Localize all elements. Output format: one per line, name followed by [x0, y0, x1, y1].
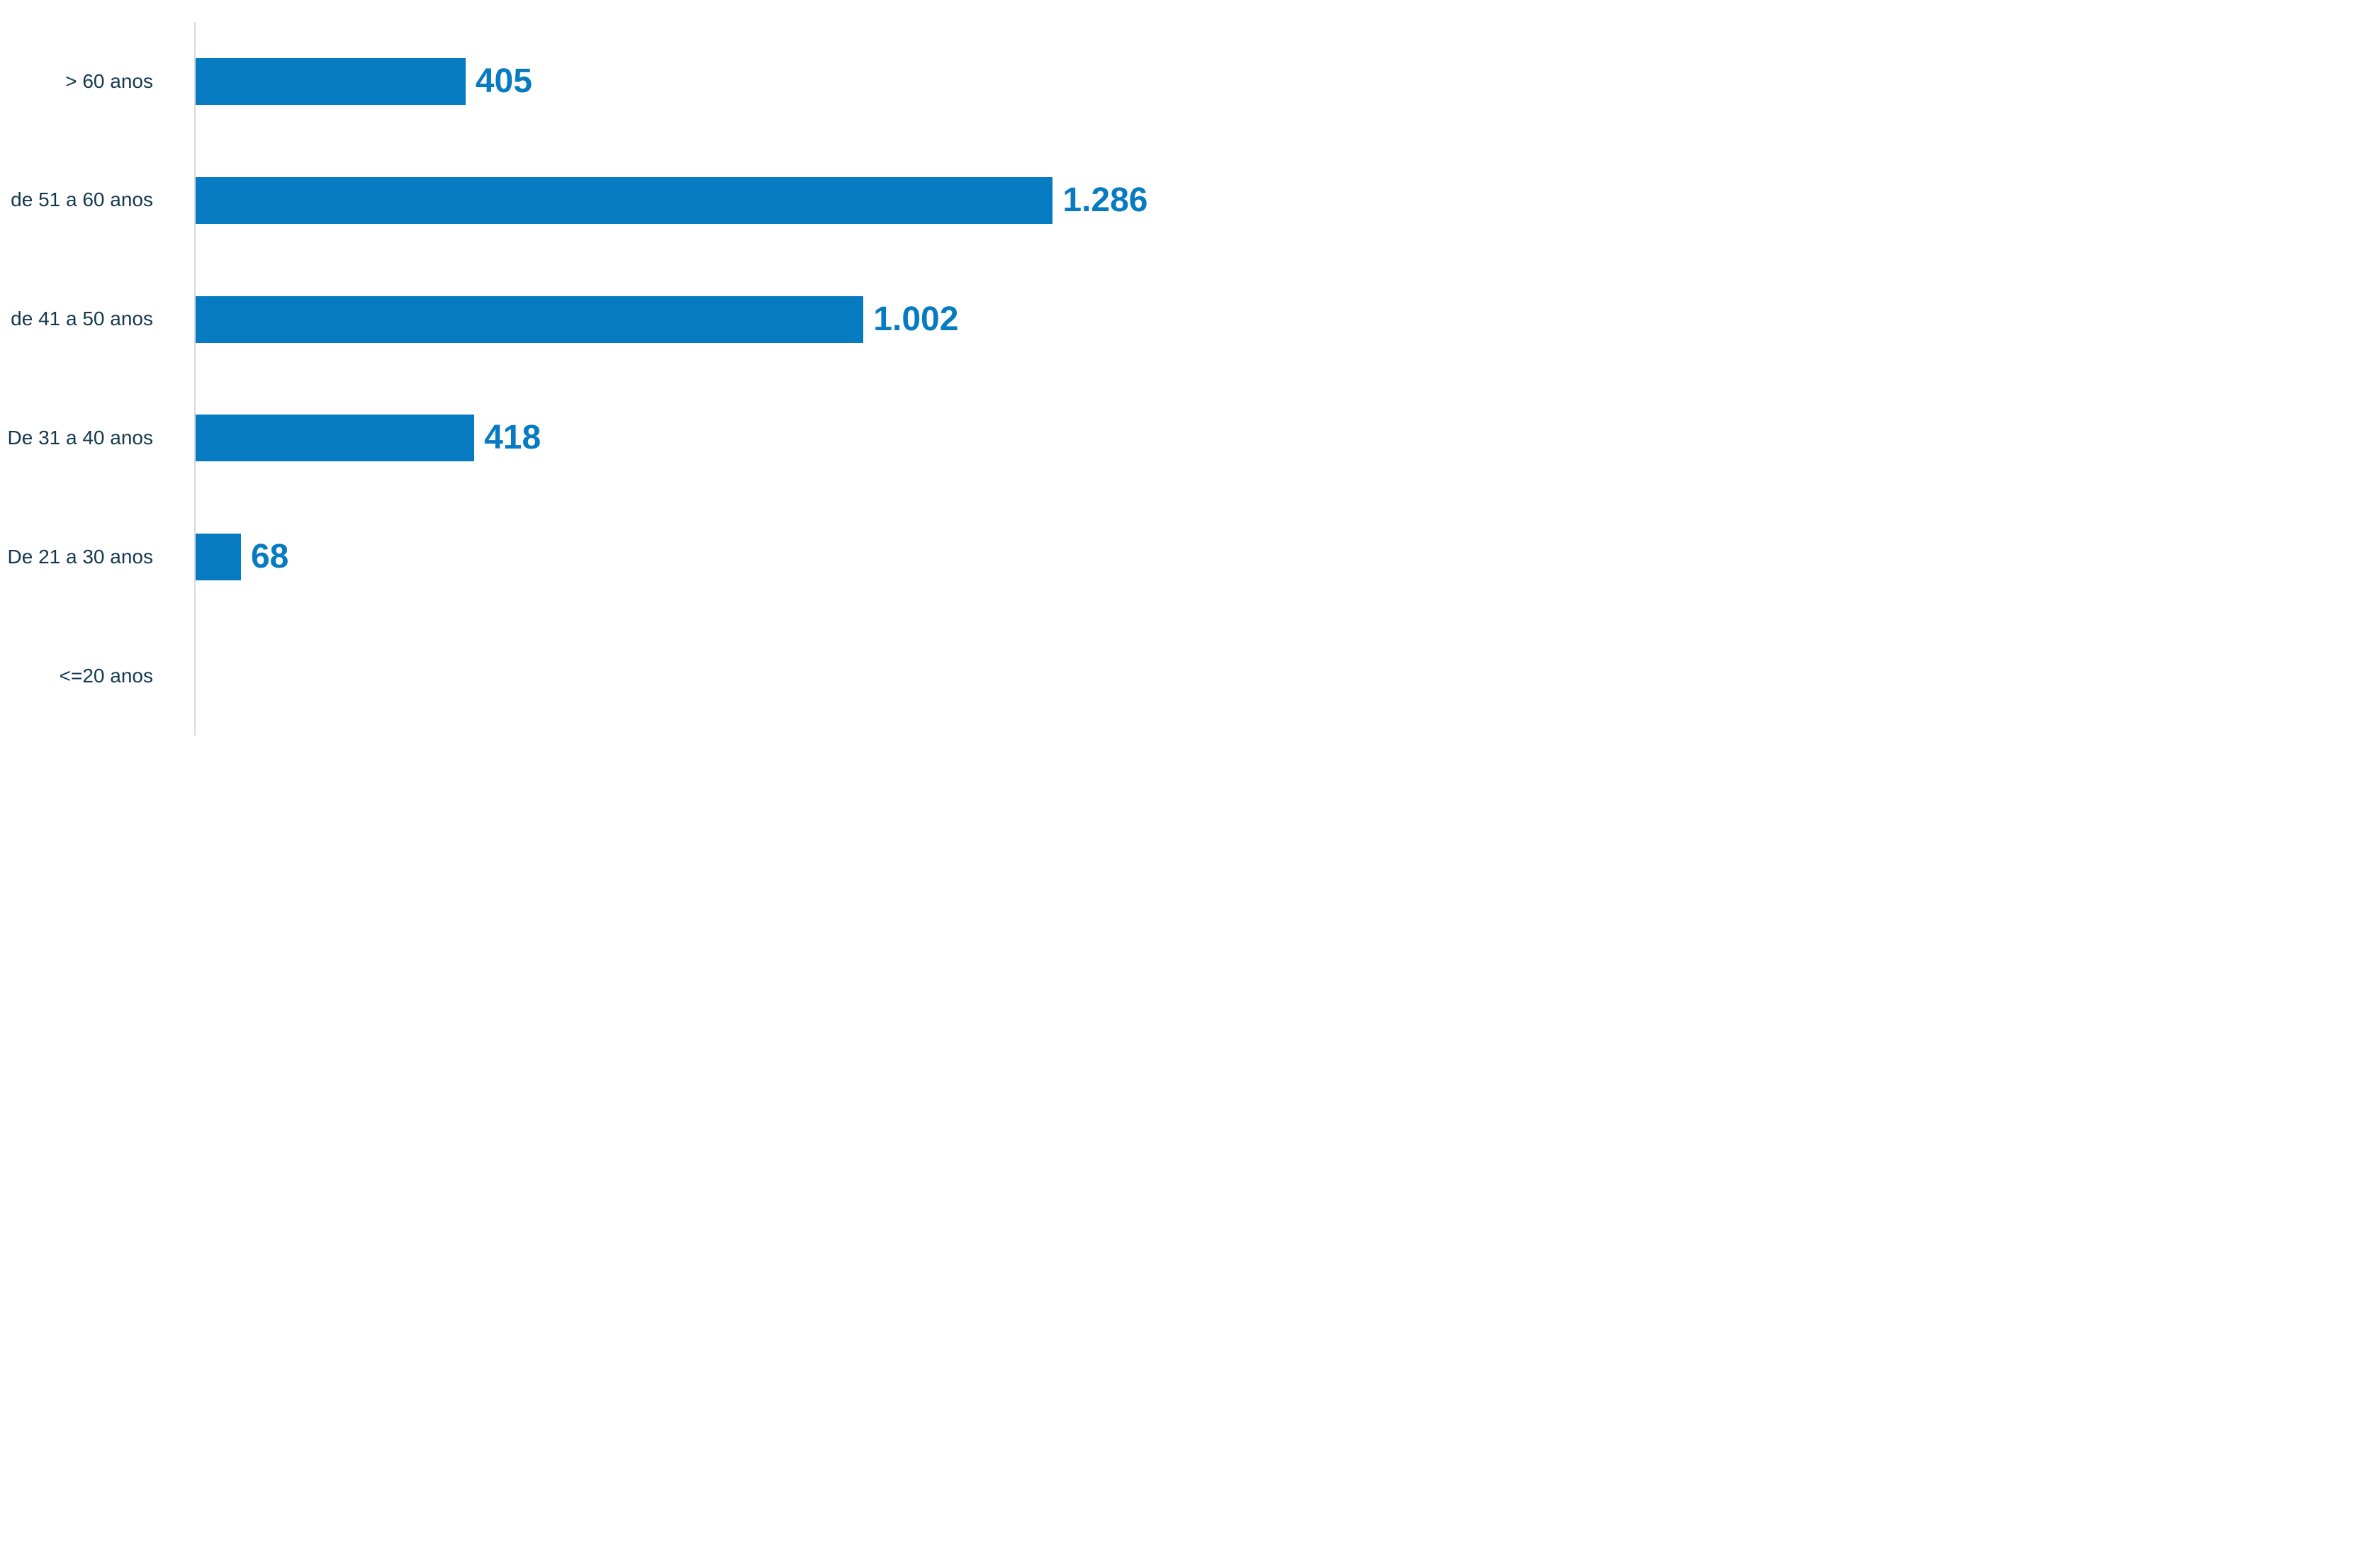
- value-label: 68: [250, 538, 289, 576]
- value-label: 405: [475, 62, 532, 100]
- bar: [196, 57, 466, 105]
- chart-row: <=20 anos: [0, 616, 1190, 736]
- chart-rows: > 60 anos 405 de 51 a 60 anos 1.286 de 4…: [0, 22, 1190, 736]
- value-label: 1.002: [873, 300, 959, 338]
- bar-area: 1.286: [194, 141, 1190, 260]
- category-label: De 31 a 40 anos: [7, 427, 154, 449]
- bar-area: 418: [194, 378, 1190, 497]
- bar: [196, 176, 1053, 224]
- category-label: de 51 a 60 anos: [11, 188, 153, 211]
- category-label: De 21 a 30 anos: [7, 545, 154, 568]
- bar-area: 405: [194, 22, 1190, 141]
- value-label: 418: [484, 419, 541, 457]
- category-label: de 41 a 50 anos: [11, 308, 153, 330]
- bar: [196, 534, 241, 581]
- chart-row: de 51 a 60 anos 1.286: [0, 141, 1190, 260]
- age-bar-chart: > 60 anos 405 de 51 a 60 anos 1.286 de 4…: [0, 0, 1190, 777]
- chart-plot-area: > 60 anos 405 de 51 a 60 anos 1.286 de 4…: [0, 22, 1190, 736]
- bar-area: [194, 616, 1190, 736]
- bar-area: 1.002: [194, 260, 1190, 379]
- chart-row: De 31 a 40 anos 418: [0, 378, 1190, 497]
- chart-row: > 60 anos 405: [0, 22, 1190, 141]
- chart-row: de 41 a 50 anos 1.002: [0, 260, 1190, 379]
- category-label: <=20 anos: [59, 664, 153, 687]
- chart-row: De 21 a 30 anos 68: [0, 497, 1190, 616]
- y-axis-line: [194, 22, 196, 736]
- value-label: 1.286: [1062, 181, 1148, 219]
- bar: [196, 415, 475, 462]
- bar: [196, 295, 864, 343]
- bar-area: 68: [194, 497, 1190, 616]
- category-label: > 60 anos: [65, 69, 153, 92]
